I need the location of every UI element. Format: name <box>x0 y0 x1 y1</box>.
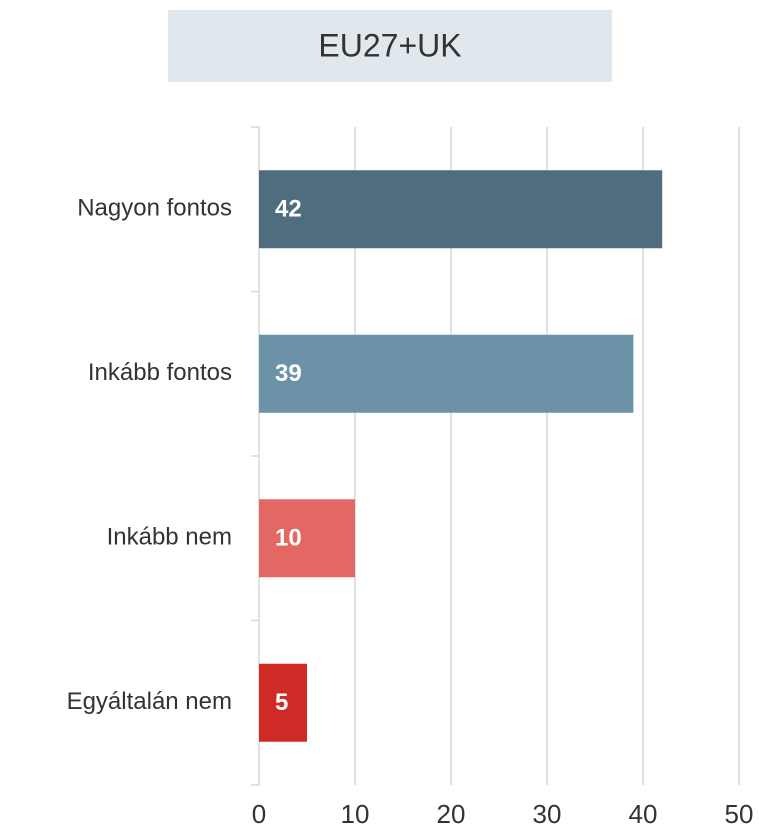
value-label: 10 <box>275 525 302 552</box>
bar <box>259 334 634 413</box>
value-label: 42 <box>275 196 302 223</box>
value-label: 39 <box>275 360 302 387</box>
y-tick-label: Inkább nem <box>107 524 232 551</box>
x-tick-label: 30 <box>533 799 562 829</box>
x-tick-label: 50 <box>725 799 754 829</box>
y-tick-label: Nagyon fontos <box>77 195 232 222</box>
bar <box>259 663 307 742</box>
x-tick-label: 40 <box>629 799 658 829</box>
chart-title: EU27+UK <box>318 27 461 63</box>
y-tick-label: Egyáltalán nem <box>67 688 232 715</box>
bar <box>259 170 663 249</box>
y-tick-label: Inkább fontos <box>88 359 232 386</box>
title-box <box>168 10 612 82</box>
value-label: 5 <box>275 689 288 716</box>
x-tick-label: 0 <box>252 799 266 829</box>
bar <box>259 499 355 578</box>
x-tick-label: 20 <box>437 799 466 829</box>
x-tick-label: 10 <box>341 799 370 829</box>
